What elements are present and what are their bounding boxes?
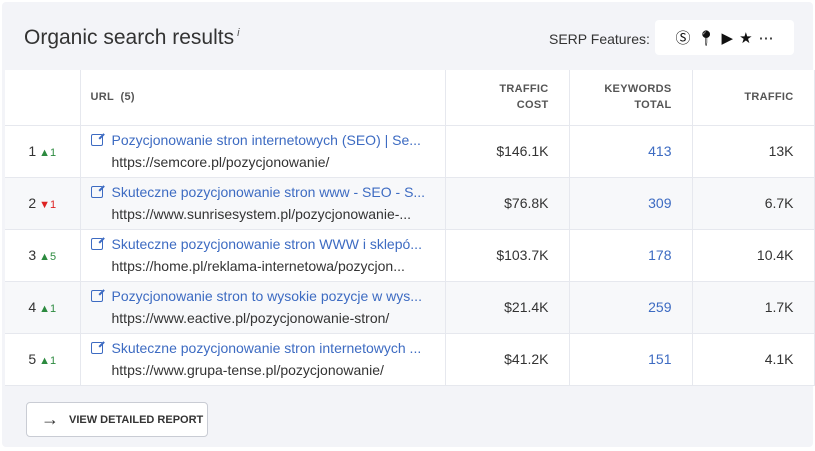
rank-cell: 2 ▼1: [5, 177, 81, 230]
traffic-cost-cell: $41.2K: [445, 333, 570, 386]
url-cell: Skuteczne pozycjonowanie stron www - SEO…: [80, 177, 446, 230]
traffic-cell: 1.7K: [692, 281, 815, 334]
page-url: https://www.eactive.pl/pozycjonowanie-st…: [111, 310, 390, 326]
page-title-link[interactable]: Skuteczne pozycjonowanie stron interneto…: [90, 337, 435, 359]
table-row: 2 ▼1 Skuteczne pozycjonowanie stron www -…: [5, 177, 815, 230]
url-cell: Skuteczne pozycjonowanie stron interneto…: [80, 333, 446, 386]
position-change: ▼1: [39, 199, 57, 211]
page-url: https://home.pl/reklama-internetowa/pozy…: [111, 258, 405, 274]
page-url: https://semcore.pl/pozycjonowanie/: [111, 154, 330, 170]
arrow-right-icon: →: [41, 409, 59, 429]
more-icon: ⋯: [758, 29, 774, 47]
rank-cell: 1 ▲1: [5, 125, 81, 178]
traffic-header[interactable]: TRAFFIC: [692, 70, 815, 126]
page-title-link[interactable]: Pozycjonowanie stron internetowych (SEO)…: [90, 129, 435, 151]
table-row: 5 ▲1 Skuteczne pozycjonowanie stron inter…: [5, 333, 815, 386]
traffic-cell: 10.4K: [692, 229, 815, 282]
url-header[interactable]: URL (5): [80, 70, 446, 126]
external-link-icon[interactable]: [90, 186, 103, 198]
keywords-total-header[interactable]: KEYWORDS TOTAL: [569, 70, 693, 126]
traffic-cell: 13K: [692, 125, 815, 178]
table-row: 3 ▲5 Skuteczne pozycjonowanie stron WWW i…: [5, 229, 815, 282]
table-row: 1 ▲1 Pozycjonowanie stron internetowych (…: [5, 125, 815, 178]
youtube-icon: ▶︎: [721, 29, 734, 47]
page-url: https://www.sunrisesystem.pl/pozycjonowa…: [111, 206, 412, 222]
rank-cell: 4 ▲1: [5, 281, 81, 334]
url-cell: Skuteczne pozycjonowanie stron WWW i skl…: [80, 229, 446, 282]
page-title-link[interactable]: Skuteczne pozycjonowanie stron www - SEO…: [90, 181, 435, 203]
star-icon: ★: [739, 29, 753, 47]
rank-cell: 5 ▲1: [5, 333, 81, 386]
external-link-icon[interactable]: [90, 238, 103, 250]
position-change: ▲1: [39, 147, 57, 159]
external-link-icon[interactable]: [90, 134, 103, 146]
section-title: Organic search results i: [24, 26, 240, 49]
traffic-cell: 6.7K: [692, 177, 815, 230]
traffic-cost-cell: $146.1K: [445, 125, 570, 178]
position-change: ▲5: [39, 251, 57, 263]
url-cell: Pozycjonowanie stron to wysokie pozycje …: [80, 281, 446, 334]
page-title-link[interactable]: Pozycjonowanie stron to wysokie pozycje …: [90, 285, 435, 307]
rank-cell: 3 ▲5: [5, 229, 81, 282]
view-detailed-report-button[interactable]: → VIEW DETAILED REPORT: [26, 402, 208, 437]
position-change: ▲1: [39, 303, 57, 315]
keywords-total-link[interactable]: 413: [569, 125, 693, 178]
traffic-cost-cell: $21.4K: [445, 281, 570, 334]
external-link-icon[interactable]: [90, 342, 103, 354]
info-icon[interactable]: i: [237, 27, 240, 39]
serp-features-label: SERP Features:: [549, 31, 650, 47]
external-link-icon[interactable]: [90, 290, 103, 302]
keywords-total-link[interactable]: 309: [569, 177, 693, 230]
keywords-total-link[interactable]: 151: [569, 333, 693, 386]
traffic-cost-cell: $76.8K: [445, 177, 570, 230]
rank-header: [5, 70, 81, 126]
page-url: https://www.grupa-tense.pl/pozycjonowani…: [111, 362, 384, 378]
traffic-cell: 4.1K: [692, 333, 815, 386]
map-pin-icon: 📍︎: [696, 29, 716, 47]
traffic-cost-header[interactable]: TRAFFIC COST: [445, 70, 570, 126]
dollar-badge-icon: Ⓢ: [675, 30, 691, 47]
results-table: URL (5) TRAFFIC COST KEYWORDS TOTAL TRAF…: [5, 70, 815, 386]
traffic-cost-cell: $103.7K: [445, 229, 570, 282]
page-title-link[interactable]: Skuteczne pozycjonowanie stron WWW i skl…: [90, 233, 435, 255]
keywords-total-link[interactable]: 178: [569, 229, 693, 282]
table-row: 4 ▲1 Pozycjonowanie stron to wysokie pozy…: [5, 281, 815, 334]
keywords-total-link[interactable]: 259: [569, 281, 693, 334]
url-cell: Pozycjonowanie stron internetowych (SEO)…: [80, 125, 446, 178]
serp-features-icons[interactable]: Ⓢ 📍︎ ▶︎ ★ ⋯: [655, 20, 794, 55]
position-change: ▲1: [39, 355, 57, 367]
